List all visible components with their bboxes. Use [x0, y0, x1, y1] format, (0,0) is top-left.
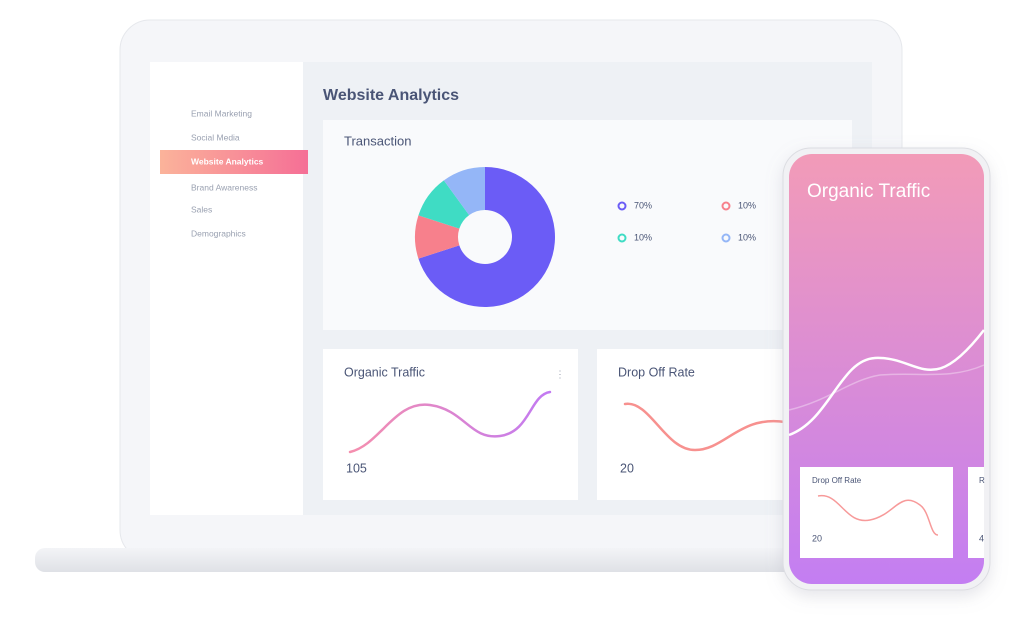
legend-label: 70%: [634, 200, 652, 210]
sidebar-item: Sales: [191, 204, 212, 214]
donut-segment: [418, 167, 555, 307]
phone-card: [800, 467, 953, 558]
stat-card-value: 105: [346, 461, 367, 475]
page-title: Website Analytics: [323, 87, 459, 104]
sparkline: [348, 390, 552, 454]
phone-line: [788, 329, 985, 437]
legend-dot: [721, 201, 731, 211]
sidebar: [150, 62, 303, 515]
phone-card-value: 20: [812, 533, 822, 543]
donut-segment: [418, 180, 470, 229]
sparkline: [623, 402, 787, 452]
legend-dot: [617, 201, 627, 211]
legend-dot: [617, 233, 627, 243]
legend-label: 10%: [634, 232, 652, 242]
donut-segment: [415, 215, 460, 259]
phone-line-faint: [788, 364, 985, 411]
legend-dot: [721, 233, 731, 243]
legend-label: 10%: [738, 232, 756, 242]
laptop-base: [35, 548, 990, 572]
transaction-card: [323, 120, 852, 330]
sidebar-item: Social Media: [191, 132, 240, 142]
card-title: Transaction: [344, 133, 411, 148]
stat-card-title: Organic Traffic: [344, 365, 425, 379]
sidebar-item: Brand Awareness: [191, 182, 257, 192]
phone-card2-value: 4: [979, 533, 984, 543]
stat-card-title: Drop Off Rate: [618, 365, 695, 379]
legend-label: 10%: [738, 200, 756, 210]
donut-segment: [443, 167, 485, 216]
stat-card: [323, 349, 578, 500]
active-item: [160, 150, 308, 174]
stat-card-value: 20: [620, 461, 634, 475]
sidebar-item: Email Marketing: [191, 108, 252, 118]
phone-card-line: [817, 495, 939, 536]
phone-card2-title: R: [979, 476, 985, 485]
phone-card2: [968, 467, 984, 558]
card-menu: ⋮: [555, 370, 565, 381]
sidebar-item: Website Analytics: [191, 156, 264, 166]
phone-title: Organic Traffic: [807, 181, 930, 202]
phone-card-title: Drop Off Rate: [812, 476, 862, 485]
sidebar-item: Demographics: [191, 228, 246, 238]
